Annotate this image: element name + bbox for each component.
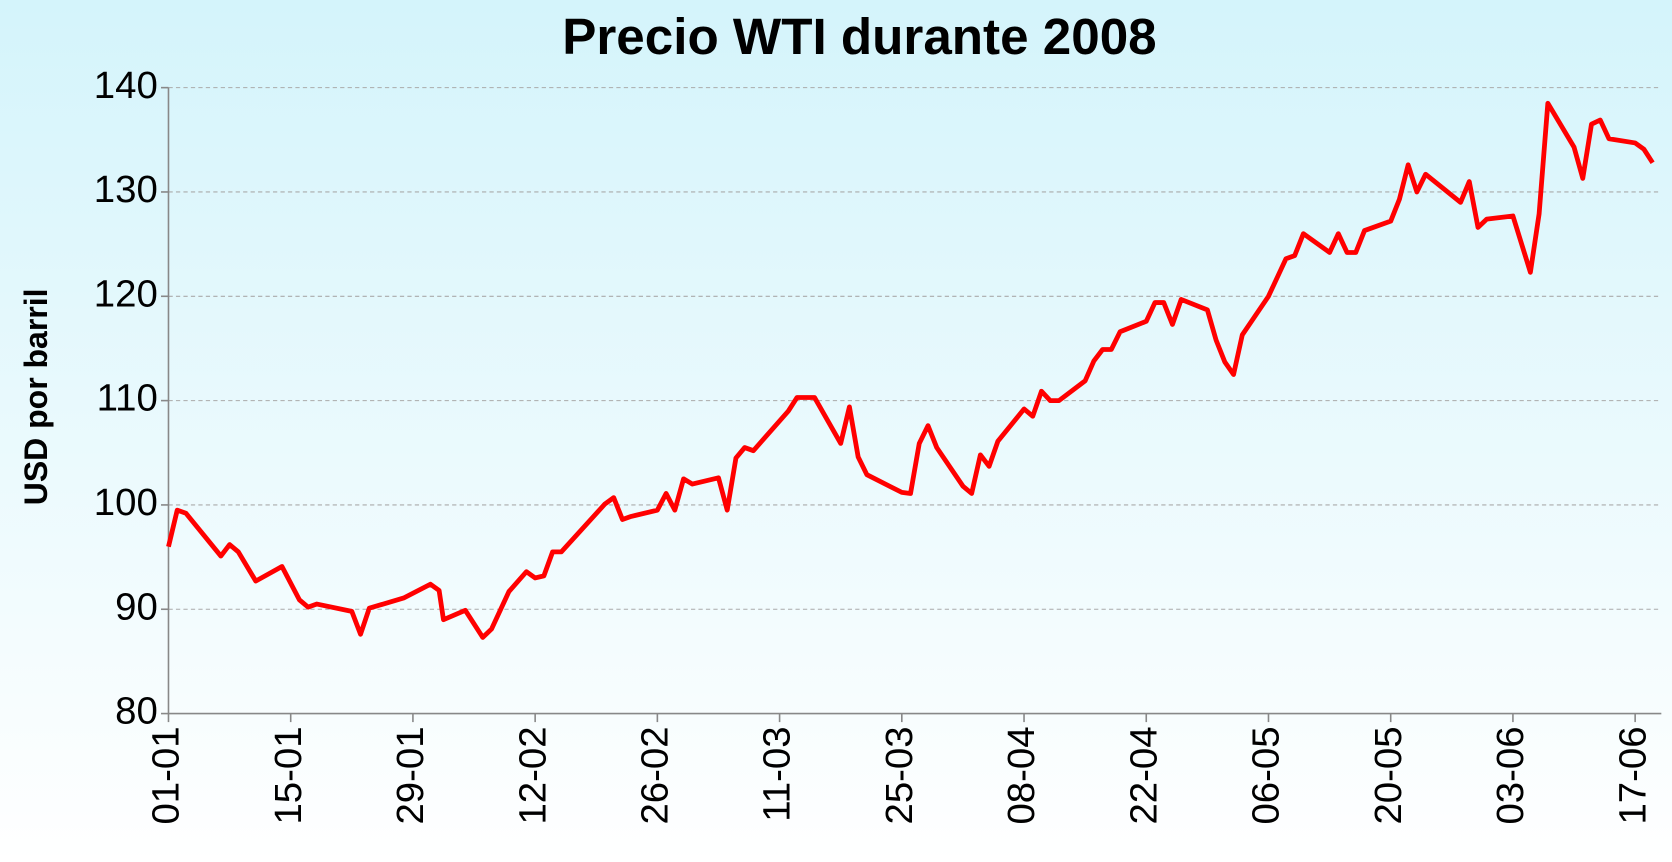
x-tick-label: 25-03 <box>878 726 921 824</box>
y-tick-label: 100 <box>94 481 158 524</box>
y-tick-label: 110 <box>97 377 158 420</box>
x-tick-label: 01-01 <box>145 726 188 824</box>
x-tick-label: 06-05 <box>1245 726 1288 824</box>
y-axis-label: USD por barril <box>18 289 54 506</box>
x-tick-label: 12-02 <box>511 726 554 824</box>
y-tick-label: 90 <box>115 585 158 628</box>
y-tick-label: 120 <box>94 272 158 315</box>
y-tick-label: 140 <box>94 64 158 107</box>
y-tick-label: 130 <box>94 168 158 211</box>
x-tick-label: 03-06 <box>1489 726 1532 824</box>
y-tick-label: 80 <box>115 690 158 733</box>
x-tick-label: 20-05 <box>1367 726 1410 824</box>
x-tick-label: 29-01 <box>389 726 432 824</box>
x-tick-label: 17-06 <box>1611 726 1654 824</box>
chart-title: Precio WTI durante 2008 <box>562 8 1156 65</box>
x-tick-label: 15-01 <box>267 726 310 824</box>
x-tick-label: 08-04 <box>1000 726 1043 824</box>
x-tick-label: 11-03 <box>756 726 799 821</box>
x-tick-label: 26-02 <box>634 726 677 824</box>
series-line <box>166 100 1655 640</box>
x-tick-label: 22-04 <box>1122 726 1165 824</box>
